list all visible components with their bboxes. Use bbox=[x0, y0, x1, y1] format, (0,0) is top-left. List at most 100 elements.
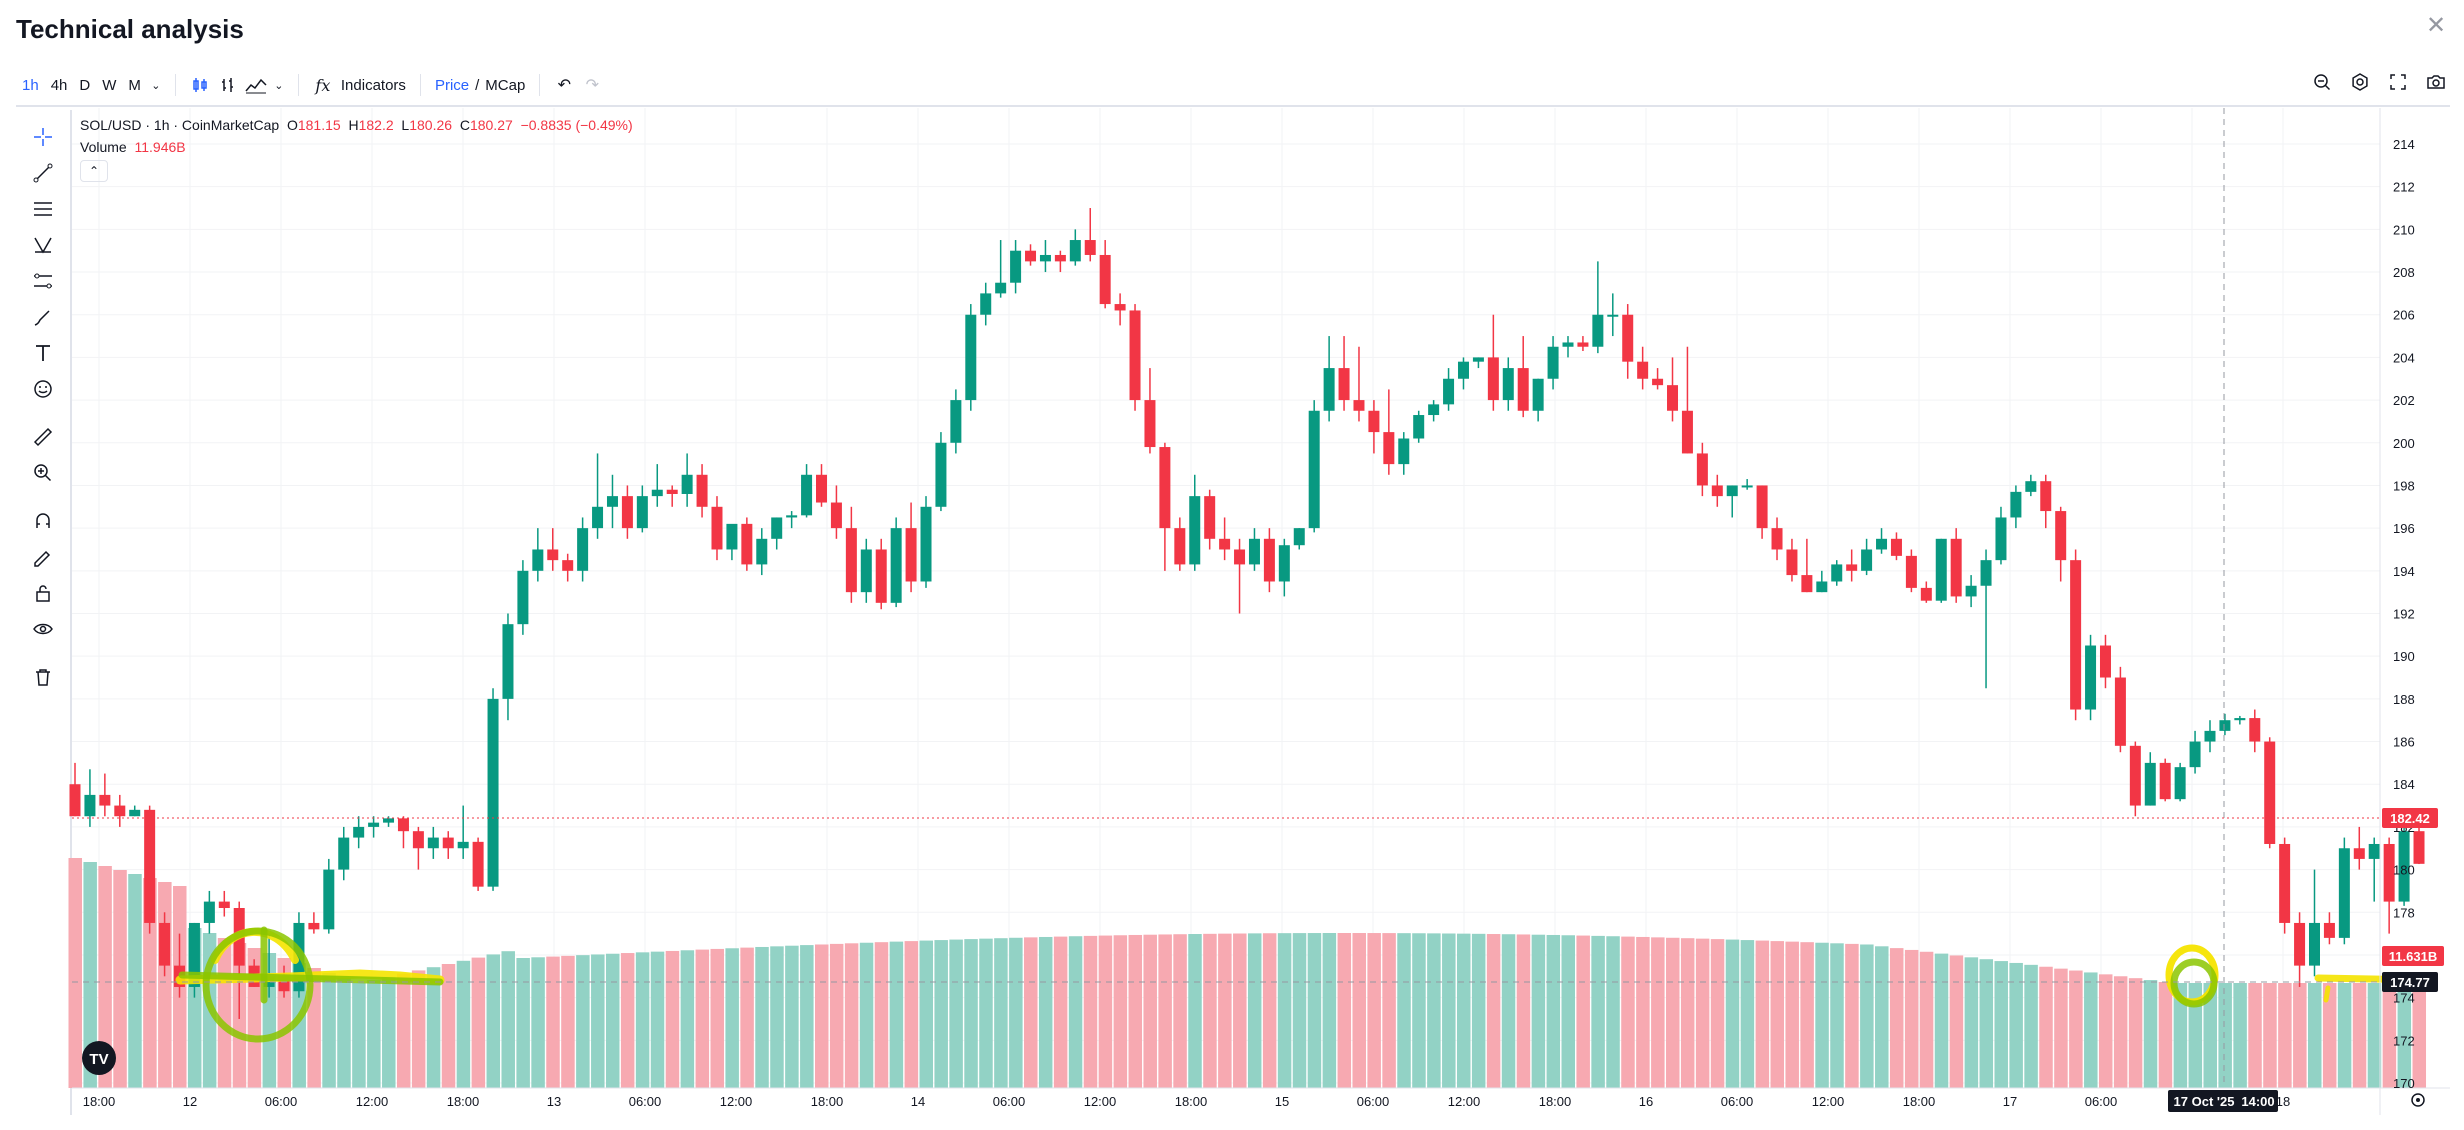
volume-bar bbox=[456, 960, 471, 1088]
price-tick-label: 200 bbox=[2393, 436, 2415, 451]
time-tick-label: 12:00 bbox=[1812, 1094, 1845, 1109]
candle-body bbox=[1443, 378, 1455, 405]
volume-bar bbox=[2203, 983, 2217, 1088]
candle-body bbox=[547, 549, 559, 561]
volume-value-text: 11.631B bbox=[2389, 949, 2437, 964]
volume-bar bbox=[2218, 983, 2232, 1088]
volume-bar bbox=[98, 866, 112, 1088]
area-icon[interactable] bbox=[242, 71, 270, 99]
fib-retracement-icon[interactable] bbox=[28, 194, 58, 224]
price-tick-label: 192 bbox=[2393, 607, 2415, 622]
volume-bar bbox=[1591, 935, 1605, 1088]
candle-body bbox=[801, 474, 813, 516]
price-tick-label: 172 bbox=[2393, 1033, 2415, 1048]
timeframe-m[interactable]: M bbox=[128, 76, 141, 94]
volume-bar bbox=[1307, 933, 1322, 1088]
eye-icon[interactable] bbox=[28, 614, 58, 644]
trend-line-icon[interactable] bbox=[28, 158, 58, 188]
candle-body bbox=[2025, 481, 2037, 492]
candle-body bbox=[1084, 240, 1096, 255]
volume-bar bbox=[1561, 935, 1575, 1088]
volume-bar bbox=[2039, 966, 2053, 1088]
alert-icon[interactable] bbox=[2308, 68, 2336, 96]
time-tick-label: 15 bbox=[1275, 1094, 1289, 1109]
bars-icon[interactable] bbox=[214, 71, 242, 99]
candle-body bbox=[1935, 538, 1947, 601]
candle-body bbox=[1099, 254, 1111, 305]
candle-body bbox=[1681, 410, 1693, 454]
candle-body bbox=[1622, 314, 1634, 362]
time-axis: 18:00 12 06:00 12:00 18:00 13 06:00 12:00 18:00 1… bbox=[83, 1094, 2291, 1109]
camera-icon[interactable] bbox=[2422, 68, 2450, 96]
volume-bar bbox=[1725, 939, 1740, 1088]
drawing-toolbar bbox=[16, 110, 72, 1115]
volume-bar bbox=[128, 874, 142, 1088]
candle-body bbox=[1039, 254, 1051, 262]
candle-body bbox=[2264, 741, 2276, 844]
volume-bar bbox=[1292, 933, 1307, 1088]
settings-icon[interactable] bbox=[2346, 68, 2374, 96]
candles-icon[interactable] bbox=[186, 71, 214, 99]
chevron-down-icon[interactable]: ⌄ bbox=[274, 79, 284, 92]
trash-icon[interactable] bbox=[28, 662, 58, 692]
candle-body bbox=[1980, 560, 1992, 586]
candle-body bbox=[1637, 361, 1649, 379]
volume-bar bbox=[1919, 951, 1934, 1088]
indicators-icon[interactable]: fx bbox=[315, 75, 331, 95]
volume-bar bbox=[1755, 940, 1770, 1088]
volume-bar bbox=[1113, 935, 1128, 1088]
volume-bar bbox=[620, 953, 635, 1088]
candle-body bbox=[1786, 549, 1798, 576]
timeframe-1h[interactable]: 1h bbox=[22, 76, 39, 94]
redo-icon[interactable]: ↷ bbox=[585, 77, 600, 94]
indicators-button[interactable]: Indicators bbox=[340, 76, 406, 94]
candle-body bbox=[2099, 645, 2111, 678]
text-icon[interactable] bbox=[28, 338, 58, 368]
fullscreen-icon[interactable] bbox=[2384, 68, 2412, 96]
magnet-icon[interactable] bbox=[28, 506, 58, 536]
volume-bar bbox=[1710, 939, 1725, 1088]
lock-pencil-icon[interactable] bbox=[28, 542, 58, 572]
timeframe-w[interactable]: W bbox=[102, 76, 117, 94]
volume-bar bbox=[2158, 982, 2173, 1088]
volume-bar bbox=[1009, 937, 1023, 1088]
emoji-icon[interactable] bbox=[28, 374, 58, 404]
volume-bar bbox=[1994, 961, 2008, 1088]
ruler-icon[interactable] bbox=[28, 422, 58, 452]
zoom-in-icon[interactable] bbox=[28, 458, 58, 488]
low-value: 180.26 bbox=[409, 117, 453, 133]
candle-body bbox=[816, 474, 827, 503]
brush-icon[interactable] bbox=[28, 302, 58, 332]
mcap-toggle[interactable]: MCap bbox=[485, 76, 526, 94]
volume-bar bbox=[1053, 936, 1068, 1088]
price-tick-label: 202 bbox=[2393, 393, 2415, 408]
candle-body bbox=[1368, 410, 1380, 433]
volume-bar bbox=[2143, 980, 2158, 1088]
close-icon[interactable]: ✕ bbox=[2425, 12, 2447, 39]
lock-icon[interactable] bbox=[28, 578, 58, 608]
volume-label[interactable]: Volume bbox=[80, 139, 127, 155]
collapse-legend-button[interactable]: ⌃ bbox=[80, 160, 108, 182]
volume-bar bbox=[2009, 962, 2023, 1088]
volume-bar bbox=[1949, 955, 1964, 1088]
volume-bar bbox=[1456, 933, 1471, 1088]
crosshair-icon[interactable] bbox=[28, 122, 58, 152]
divider bbox=[539, 74, 541, 96]
price-tick-label: 198 bbox=[2393, 478, 2415, 493]
symbol-title[interactable]: SOL/USD · 1h · CoinMarketCap bbox=[80, 117, 280, 133]
candle-body bbox=[1204, 496, 1216, 539]
price-toggle[interactable]: Price bbox=[434, 76, 470, 94]
volume-bar bbox=[2069, 970, 2083, 1088]
crosshair-price-label: 174.77 bbox=[2382, 972, 2438, 992]
time-tick-label: 12:00 bbox=[1084, 1094, 1117, 1109]
forecast-icon[interactable] bbox=[28, 266, 58, 296]
crosshair-time-text: 14:00 bbox=[2241, 1094, 2274, 1109]
price-axis: 214 212 210 208 206 204 202 200 198 196 194 192 190 1… bbox=[2393, 137, 2415, 1091]
pattern-icon[interactable] bbox=[28, 230, 58, 260]
undo-icon[interactable]: ↶ bbox=[557, 77, 572, 94]
timeframe-d[interactable]: D bbox=[79, 76, 91, 94]
candle-body bbox=[2085, 645, 2097, 710]
chevron-down-icon[interactable]: ⌄ bbox=[151, 79, 161, 92]
timeframe-4h[interactable]: 4h bbox=[50, 76, 68, 94]
